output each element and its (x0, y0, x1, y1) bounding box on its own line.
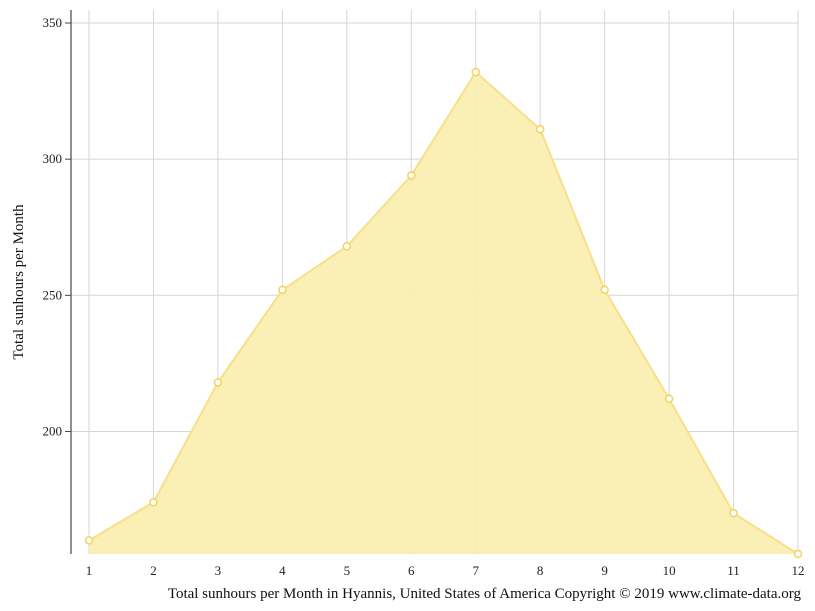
x-tick-label: 11 (727, 563, 740, 578)
y-tick-label: 350 (43, 15, 63, 30)
data-point (471, 67, 480, 77)
data-point (342, 242, 352, 251)
data-point (664, 394, 674, 404)
data-point (278, 285, 287, 295)
data-point (600, 285, 609, 295)
data-point (84, 536, 94, 545)
x-tick-label: 6 (408, 563, 415, 578)
data-point (793, 549, 803, 559)
x-tick-label: 2 (150, 563, 157, 578)
x-tick-label: 9 (601, 563, 608, 578)
x-tick-label: 10 (663, 563, 676, 578)
data-point (729, 508, 738, 518)
x-tick-label: 12 (792, 563, 805, 578)
x-tick-label: 8 (537, 563, 544, 578)
area-series (88, 70, 799, 555)
data-point (535, 124, 545, 134)
data-point (149, 498, 158, 507)
y-axis-title: Total sunhours per Month (11, 204, 27, 360)
x-axis-title: Total sunhours per Month in Hyannis, Uni… (168, 586, 802, 602)
y-tick-label: 200 (43, 423, 63, 438)
x-tick-label: 5 (344, 563, 351, 578)
x-tick-label: 3 (215, 563, 222, 578)
data-points (84, 67, 803, 559)
y-tick-label: 250 (43, 287, 63, 302)
axes (65, 10, 72, 554)
series-area-fill (89, 72, 798, 555)
data-point (407, 171, 416, 180)
x-tick-label: 7 (472, 563, 479, 578)
y-tick-label: 300 (43, 151, 63, 166)
series-line (88, 70, 799, 555)
x-tick-label: 4 (279, 563, 286, 578)
x-tick-label: 1 (86, 563, 93, 578)
data-point (213, 378, 223, 387)
